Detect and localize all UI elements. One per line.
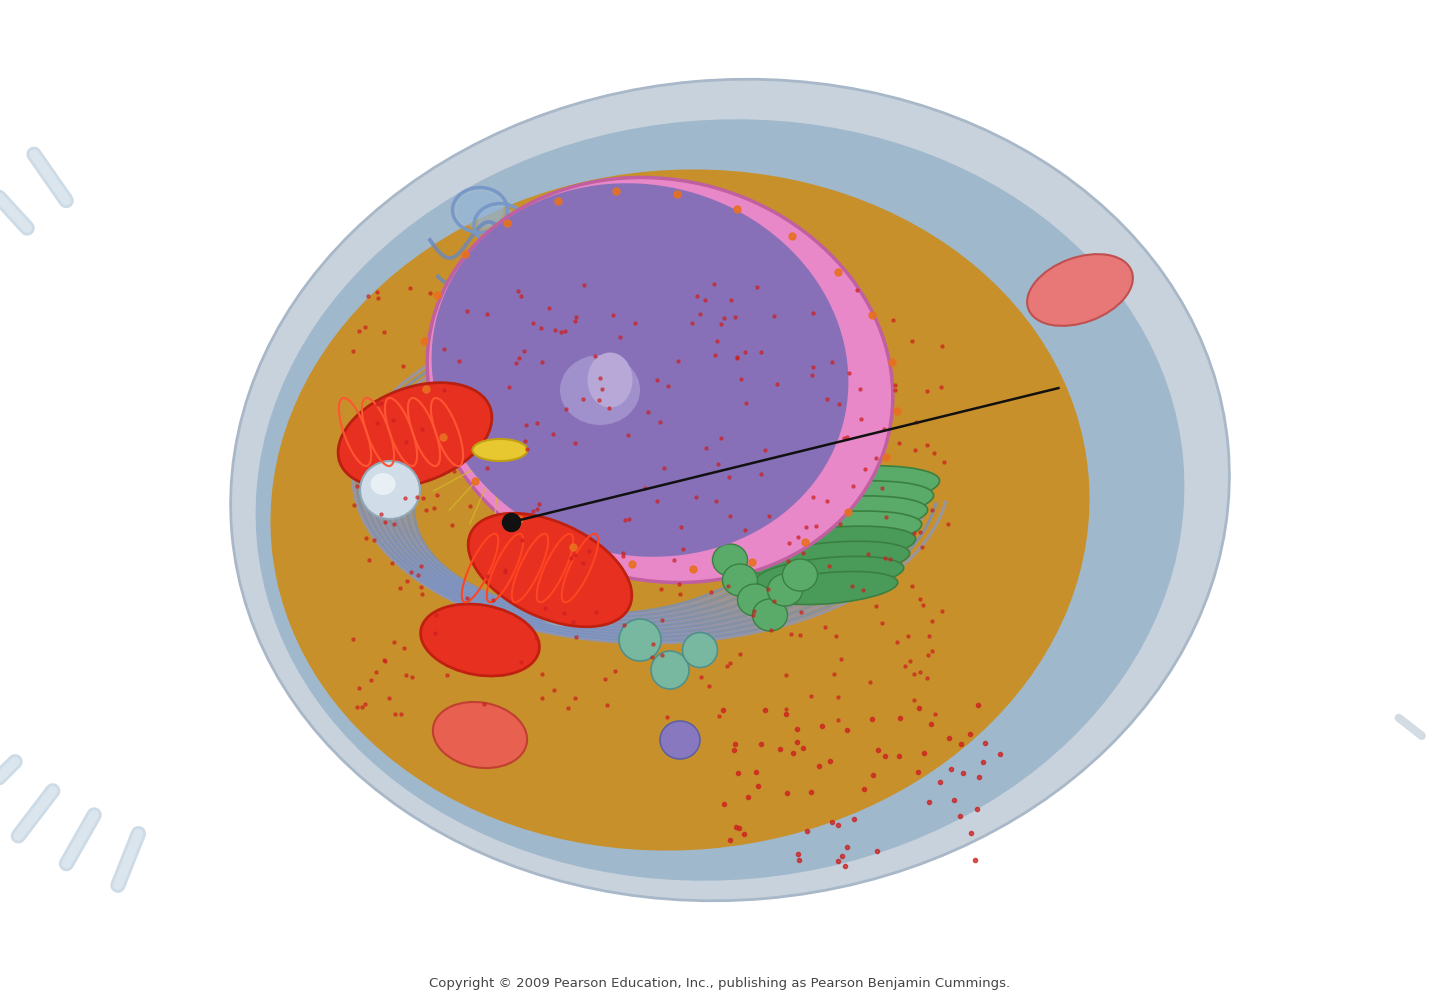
Ellipse shape	[586, 287, 615, 312]
Ellipse shape	[478, 208, 521, 243]
Ellipse shape	[726, 481, 933, 527]
Ellipse shape	[1027, 254, 1133, 326]
Ellipse shape	[564, 271, 596, 298]
Ellipse shape	[534, 575, 586, 625]
Ellipse shape	[651, 651, 688, 689]
Ellipse shape	[744, 526, 916, 565]
Ellipse shape	[753, 599, 788, 631]
Ellipse shape	[762, 572, 897, 605]
Ellipse shape	[500, 224, 540, 256]
Ellipse shape	[713, 544, 747, 576]
Ellipse shape	[720, 466, 939, 514]
Ellipse shape	[370, 473, 396, 495]
Text: Copyright © 2009 Pearson Education, Inc., publishing as Pearson Benjamin Cumming: Copyright © 2009 Pearson Education, Inc.…	[429, 977, 1011, 990]
Ellipse shape	[660, 721, 700, 759]
Ellipse shape	[432, 183, 848, 556]
Ellipse shape	[433, 702, 527, 768]
Ellipse shape	[737, 584, 772, 616]
Ellipse shape	[723, 564, 757, 596]
Ellipse shape	[733, 496, 927, 540]
Ellipse shape	[739, 511, 922, 553]
Ellipse shape	[230, 80, 1230, 901]
Ellipse shape	[420, 604, 540, 676]
Ellipse shape	[750, 541, 910, 579]
Ellipse shape	[456, 192, 504, 229]
Ellipse shape	[468, 513, 632, 627]
Ellipse shape	[588, 353, 632, 407]
Ellipse shape	[768, 574, 802, 606]
Ellipse shape	[472, 439, 527, 461]
Ellipse shape	[560, 355, 639, 425]
Ellipse shape	[360, 461, 420, 519]
Ellipse shape	[428, 177, 893, 583]
Ellipse shape	[271, 169, 1090, 851]
Ellipse shape	[683, 632, 717, 667]
Ellipse shape	[338, 383, 492, 487]
Ellipse shape	[543, 255, 577, 284]
Ellipse shape	[782, 559, 818, 591]
Ellipse shape	[619, 619, 661, 661]
Ellipse shape	[255, 119, 1185, 881]
Ellipse shape	[608, 303, 634, 327]
Ellipse shape	[521, 240, 559, 270]
Ellipse shape	[756, 556, 904, 592]
